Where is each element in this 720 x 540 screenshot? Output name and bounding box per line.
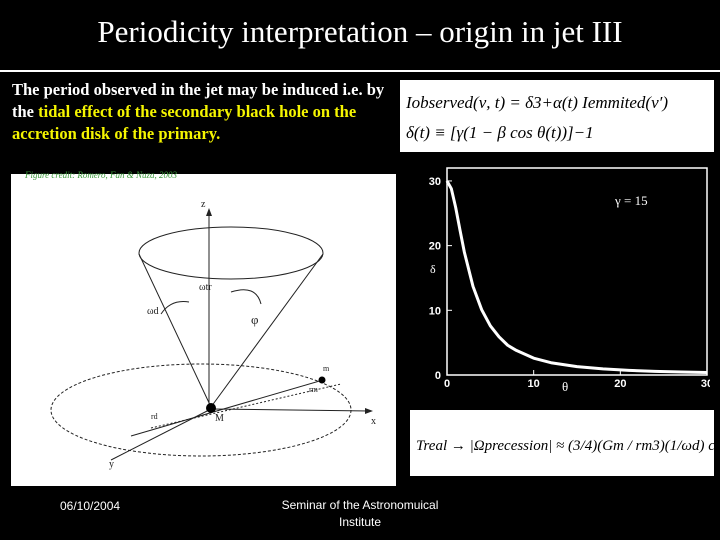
footer-seminar-line2: Institute	[338, 515, 382, 529]
label-y: y	[109, 459, 114, 470]
x-tick-label: 10	[528, 378, 540, 390]
cone-right-side	[210, 253, 324, 408]
equation-observed-intensity: Iobserved(ν, t) = δ3+α(t) Iemmited(ν′)	[405, 93, 668, 112]
label-secondary: m	[323, 364, 330, 373]
x-tick-label: 0	[444, 378, 450, 390]
orbit-line-dashed	[150, 383, 342, 429]
x-tick-label: 30	[701, 378, 710, 390]
doppler-factor-plot: 0 10 20 30 0 10 20 30 γ = 15 δ θ	[420, 163, 710, 395]
paragraph-highlight-tidal: tidal effect of the secondary black hole	[38, 102, 313, 121]
doppler-equation-box: Iobserved(ν, t) = δ3+α(t) Iemmited(ν′) δ…	[400, 80, 714, 152]
y-tick-label: 30	[429, 176, 441, 188]
doppler-curve	[445, 180, 708, 375]
z-arrow-head	[206, 208, 212, 216]
orbit-line	[130, 379, 324, 437]
label-x: x	[371, 416, 376, 427]
label-rd: rd	[151, 412, 158, 421]
slide-title: Periodicity interpretation – origin in j…	[97, 14, 623, 49]
footer-seminar-line1: Seminar of the Astronomuical	[281, 498, 439, 512]
x-axis-label: θ	[562, 379, 568, 394]
x-axis-line	[210, 408, 370, 412]
accretion-disk-ellipse	[50, 363, 352, 457]
label-phi: φ	[251, 312, 259, 327]
y-axis-label: δ	[430, 262, 436, 276]
title-divider	[0, 70, 720, 72]
x-tick-label: 20	[614, 378, 626, 390]
equation-precession: Treal → |Ωprecession| ≈ (3/4)(Gm / rm3)(…	[416, 438, 714, 454]
paragraph-text-1: The period observed in the jet may be in…	[12, 80, 385, 121]
x-arrow-head	[365, 408, 373, 414]
y-tick-label: 10	[429, 305, 441, 317]
geometry-diagram: z ωtr ωd φ M m rm rd x y	[11, 174, 396, 486]
precession-equation-box: Treal → |Ωprecession| ≈ (3/4)(Gm / rm3)(…	[410, 410, 714, 476]
label-rm: rm	[309, 385, 319, 394]
equation-doppler-factor: δ(t) ≡ [γ(1 − β cos θ(t))]−1	[406, 123, 594, 142]
plot-frame	[446, 167, 708, 376]
y-tick-label: 20	[429, 241, 441, 253]
precession-arc	[230, 289, 262, 305]
label-z: z	[201, 199, 206, 210]
primary-black-hole	[206, 403, 216, 413]
label-omega-tr: ωtr	[199, 282, 212, 293]
gamma-annotation: γ = 15	[614, 193, 648, 208]
footer-date: 06/10/2004	[60, 499, 121, 513]
doppler-plot-svg: 0 10 20 30 0 10 20 30 γ = 15 δ θ	[429, 167, 710, 394]
cone-left-side	[138, 253, 212, 408]
y-tick-label: 0	[435, 370, 441, 382]
label-omega-d: ωd	[147, 306, 159, 317]
label-primary: M	[215, 413, 224, 424]
omega-d-arc	[160, 301, 190, 315]
secondary-black-hole	[318, 376, 326, 384]
intro-paragraph: The period observed in the jet may be in…	[12, 79, 402, 145]
cone-top-ellipse	[138, 226, 324, 280]
figure-credit: Figure credit: Romero, Fan & Nuza, 2003	[25, 170, 177, 180]
paragraph-highlight-disk: on the accretion disk of the primary.	[12, 102, 357, 143]
footer-seminar: Seminar of the Astronomuical Institute	[270, 497, 450, 531]
